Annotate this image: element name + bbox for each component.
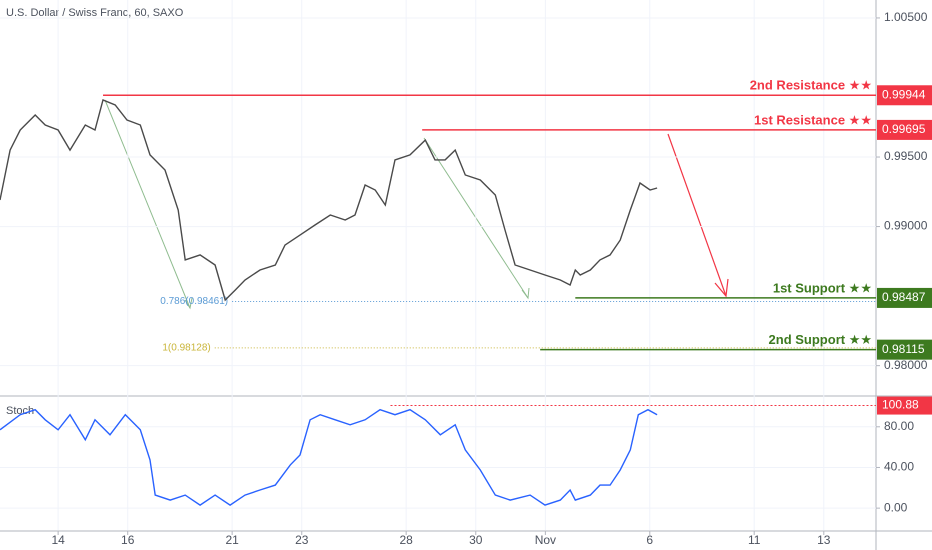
fib-label: 1(0.98128) xyxy=(162,342,210,353)
fib-label: 0.786(0.98461) xyxy=(160,296,228,307)
y-tick-label: 80.00 xyxy=(884,419,914,433)
level-price-box xyxy=(877,287,932,308)
level-price-box xyxy=(877,339,932,360)
level-price: 0.99944 xyxy=(882,87,926,101)
projection-arrow xyxy=(667,133,727,297)
level-price: 0.98115 xyxy=(882,342,925,356)
x-tick-label: 21 xyxy=(225,533,239,547)
y-tick-label: 0.99500 xyxy=(884,149,928,163)
level-price: 0.99695 xyxy=(882,122,926,136)
x-tick-label: 13 xyxy=(817,533,831,547)
indicator-title: Stoch xyxy=(6,405,34,417)
y-tick-label: 0.98000 xyxy=(884,358,928,372)
x-tick-label: 11 xyxy=(748,533,761,547)
x-tick-label: 14 xyxy=(51,533,65,547)
y-tick-label: 0.99000 xyxy=(884,219,928,233)
y-tick-label: 40.00 xyxy=(884,460,914,474)
x-tick-label: 16 xyxy=(121,533,135,547)
marker-box xyxy=(877,396,932,415)
level-price-box xyxy=(877,119,932,140)
series-line xyxy=(0,408,658,506)
pattern-arrowhead xyxy=(521,287,530,300)
pattern-leg xyxy=(104,99,191,309)
x-tick-label: 6 xyxy=(646,533,653,547)
level-name: 1st Support ★★ xyxy=(773,280,872,295)
series-line xyxy=(0,99,658,302)
projection-arrowhead xyxy=(714,278,729,298)
level-price: 0.98487 xyxy=(882,290,926,304)
level-price-box xyxy=(877,85,932,106)
marker-value: 100.88 xyxy=(882,398,919,412)
x-tick-label: 28 xyxy=(399,533,413,547)
x-tick-label: 23 xyxy=(295,533,309,547)
x-tick-label: 30 xyxy=(469,533,483,547)
level-name: 2nd Resistance ★★ xyxy=(750,78,872,93)
y-tick-label: 1.00500 xyxy=(884,10,928,24)
x-tick-label: Nov xyxy=(535,533,556,547)
y-tick-label: 0.00 xyxy=(884,500,908,514)
chart-title: U.S. Dollar / Swiss Franc, 60, SAXO xyxy=(6,7,184,19)
level-name: 1st Resistance ★★ xyxy=(754,112,872,127)
pattern-arrowhead xyxy=(184,297,193,310)
level-name: 2nd Support ★★ xyxy=(769,332,872,347)
